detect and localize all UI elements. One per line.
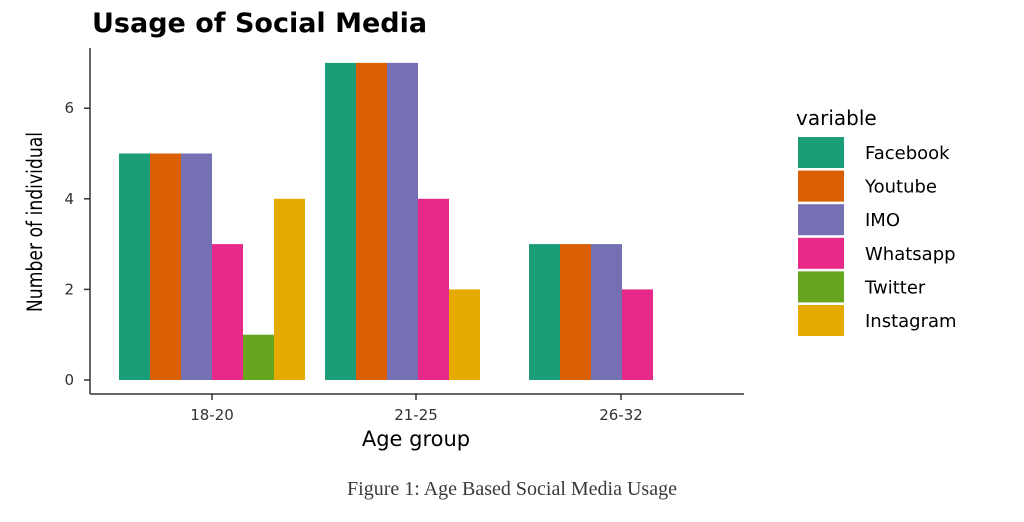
legend-swatch-facebook [798, 137, 844, 168]
chart-title: Usage of Social Media [92, 8, 427, 39]
x-tick-label-21-25: 21-25 [394, 406, 438, 424]
bar-whatsapp-18-20 [212, 244, 243, 380]
bar-whatsapp-26-32 [622, 289, 653, 380]
legend: variable Facebook Youtube IMO Whatsapp Twitt… [796, 106, 957, 336]
legend-label-twitter: Twitter [864, 277, 926, 298]
y-tick-label: 2 [64, 280, 74, 298]
bar-youtube-21-25 [356, 62, 387, 381]
legend-label-facebook: Facebook [865, 143, 950, 164]
bar-facebook-21-25 [325, 62, 356, 381]
y-ticks-group: 0 2 4 6 [64, 99, 90, 389]
bar-imo-26-32 [591, 244, 622, 380]
bar-imo-21-25 [387, 62, 418, 381]
legend-label-youtube: Youtube [864, 177, 937, 198]
y-tick-label: 6 [64, 99, 74, 117]
bar-facebook-18-20 [119, 153, 150, 380]
legend-swatch-twitter [798, 271, 844, 303]
legend-swatch-whatsapp [798, 237, 844, 269]
bar-youtube-26-32 [560, 244, 591, 380]
bar-instagram-21-25 [449, 289, 480, 380]
bars-group [119, 62, 653, 381]
bar-instagram-18-20 [274, 198, 305, 380]
x-tick-label-26-32: 26-32 [599, 406, 643, 424]
legend-label-instagram: Instagram [865, 311, 957, 332]
bar-youtube-18-20 [150, 153, 181, 380]
legend-swatch-youtube [798, 170, 844, 202]
legend-swatch-instagram [798, 305, 844, 336]
legend-label-whatsapp: Whatsapp [865, 244, 956, 265]
x-axis-title: Age group [362, 427, 470, 451]
legend-swatch-imo [798, 204, 844, 236]
y-axis-title: Number of individual [22, 132, 47, 312]
legend-title: variable [796, 106, 877, 130]
bar-facebook-26-32 [529, 244, 560, 380]
bar-twitter-18-20 [243, 334, 274, 380]
x-tick-label-18-20: 18-20 [190, 406, 234, 424]
figure-caption: Figure 1: Age Based Social Media Usage [347, 478, 677, 500]
bar-imo-18-20 [181, 153, 212, 380]
x-ticks-group: 18-20 21-25 26-32 [190, 394, 643, 424]
legend-label-imo: IMO [865, 210, 900, 231]
y-tick-label: 0 [64, 371, 74, 389]
y-tick-label: 4 [64, 190, 74, 208]
bar-whatsapp-21-25 [418, 198, 449, 380]
